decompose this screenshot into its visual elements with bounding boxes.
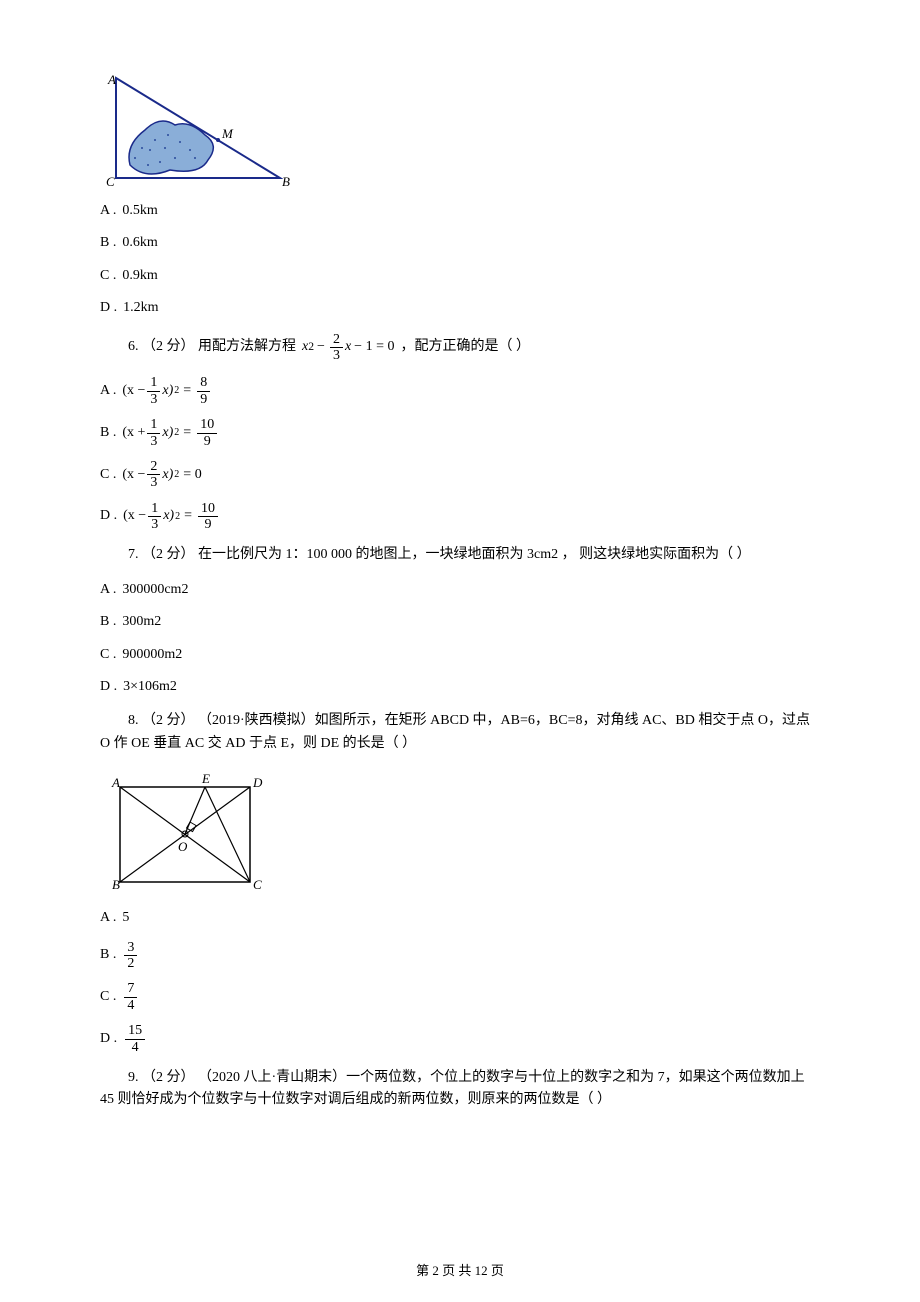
svg-text:A: A: [111, 775, 120, 790]
label-M: M: [221, 126, 234, 141]
q7-option-d[interactable]: D . 3×106m2: [100, 676, 820, 698]
q8-text: 8. （2 分） （2019·陕西模拟）如图所示，在矩形 ABCD 中，AB=6…: [100, 710, 820, 755]
option-label: D .: [100, 297, 117, 319]
svg-text:B: B: [112, 877, 120, 892]
option-label: B .: [100, 232, 116, 254]
q5-option-b[interactable]: B . 0.6km: [100, 232, 820, 254]
option-eq: (x − 13 x) 2 = 109: [123, 501, 220, 533]
option-eq: (x − 23 x) 2 = 0: [122, 459, 201, 491]
q5-option-d[interactable]: D . 1.2km: [100, 297, 820, 319]
svg-text:D: D: [252, 775, 263, 790]
q6-option-c[interactable]: C . (x − 23 x) 2 = 0: [100, 459, 820, 491]
q7-text: 7. （2 分） 在一比例尺为 1：100 000 的地图上，一块绿地面积为 3…: [100, 544, 820, 566]
page-footer: 第 2 页 共 12 页: [0, 1261, 920, 1282]
option-text: 300m2: [122, 611, 161, 633]
option-frac: 154: [125, 1023, 145, 1055]
option-label: C .: [100, 265, 116, 287]
option-label: A .: [100, 579, 116, 601]
q7-option-b[interactable]: B . 300m2: [100, 611, 820, 633]
option-label: D .: [100, 505, 117, 527]
q8-option-b[interactable]: B . 32: [100, 940, 820, 972]
q9-text: 9. （2 分） （2020 八上·青山期末）一个两位数，个位上的数字与十位上的…: [100, 1067, 820, 1112]
label-A: A: [107, 72, 116, 87]
q5-option-a[interactable]: A . 0.5km: [100, 200, 820, 222]
option-label: C .: [100, 986, 116, 1008]
option-label: A .: [100, 380, 116, 402]
option-eq: (x + 13 x) 2 = 109: [122, 417, 219, 449]
q6-option-d[interactable]: D . (x − 13 x) 2 = 109: [100, 501, 820, 533]
option-frac: 32: [124, 940, 137, 972]
q8-figure: A E D B C O: [100, 767, 820, 897]
option-label: C .: [100, 644, 116, 666]
q8-option-c[interactable]: C . 74: [100, 981, 820, 1013]
option-label: C .: [100, 464, 116, 486]
option-text: 300000cm2: [122, 579, 188, 601]
option-label: B .: [100, 422, 116, 444]
option-label: D .: [100, 676, 117, 698]
q7-option-c[interactable]: C . 900000m2: [100, 644, 820, 666]
svg-text:E: E: [201, 771, 210, 786]
option-frac: 74: [124, 981, 137, 1013]
option-label: B .: [100, 944, 116, 966]
svg-text:C: C: [253, 877, 262, 892]
q5-figure: A B C M: [100, 70, 820, 190]
option-text: 1.2km: [123, 297, 158, 319]
svg-text:O: O: [178, 839, 188, 854]
q6-text: 6. （2 分） 用配方法解方程 x2 − 23 x − 1 = 0 ，配方正确…: [100, 332, 820, 364]
q7-option-a[interactable]: A . 300000cm2: [100, 579, 820, 601]
option-label: B .: [100, 611, 116, 633]
q5-option-c[interactable]: C . 0.9km: [100, 265, 820, 287]
option-text: 0.6km: [122, 232, 157, 254]
q8-option-d[interactable]: D . 154: [100, 1023, 820, 1055]
q6-prefix: 6. （2 分） 用配方法解方程: [128, 336, 296, 358]
option-text: 3×106m2: [123, 676, 177, 698]
option-text: 5: [122, 907, 129, 929]
option-label: A .: [100, 200, 116, 222]
option-text: 0.5km: [122, 200, 157, 222]
q6-option-b[interactable]: B . (x + 13 x) 2 = 109: [100, 417, 820, 449]
option-text: 900000m2: [122, 644, 182, 666]
q6-option-a[interactable]: A . (x − 13 x) 2 = 89: [100, 375, 820, 407]
label-C: C: [106, 174, 115, 189]
label-B: B: [282, 174, 290, 189]
option-eq: (x − 13 x) 2 = 89: [122, 375, 212, 407]
option-label: D .: [100, 1028, 117, 1050]
option-label: A .: [100, 907, 116, 929]
q6-suffix: ，配方正确的是（ ）: [400, 336, 530, 358]
q8-option-a[interactable]: A . 5: [100, 907, 820, 929]
option-text: 0.9km: [122, 265, 157, 287]
